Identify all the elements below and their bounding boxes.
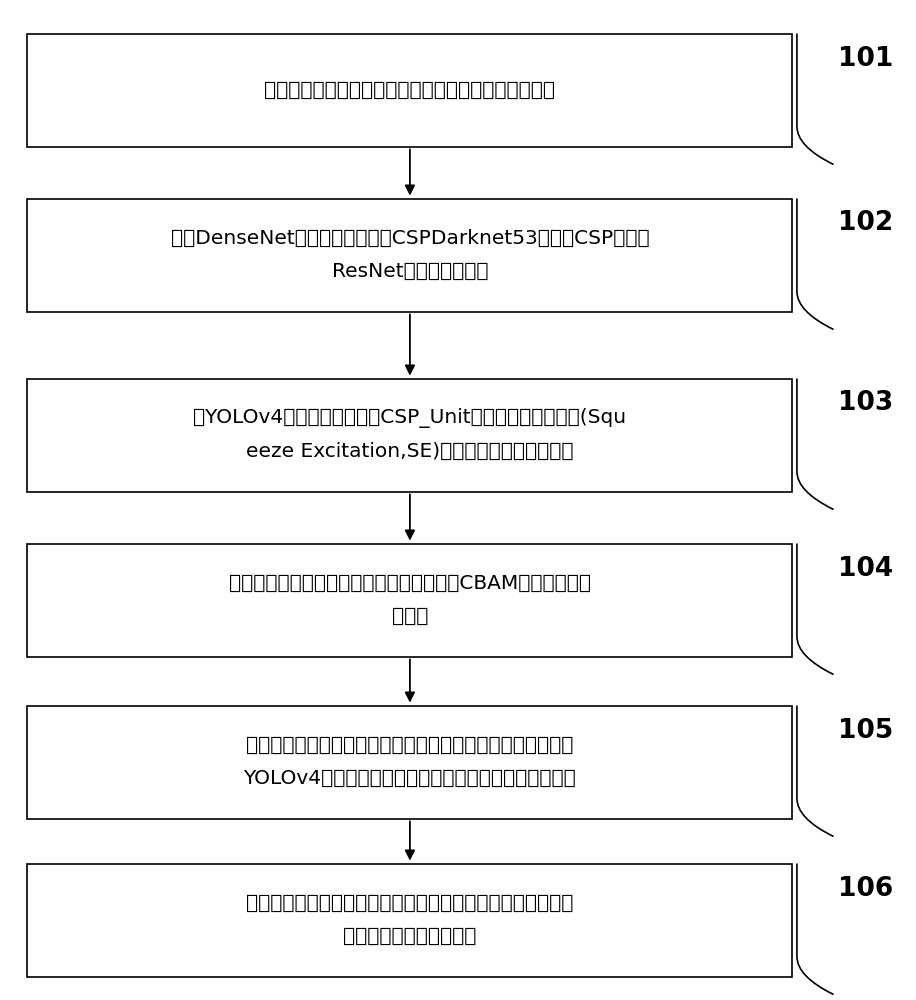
- Text: 104: 104: [838, 556, 893, 582]
- Text: 制备带有标注信息的铁路沿线遥感图像地物检测数据集: 制备带有标注信息的铁路沿线遥感图像地物检测数据集: [265, 81, 555, 100]
- Text: 在输出网络之前引入通道和空间注意力机制CBAM，提高检测的: 在输出网络之前引入通道和空间注意力机制CBAM，提高检测的: [229, 574, 591, 593]
- Text: 利用所述铁路沿线遥感地物目标检测数据集，对所述改进后的: 利用所述铁路沿线遥感地物目标检测数据集，对所述改进后的: [246, 736, 573, 755]
- Text: 使用DenseNet模块代替主干网络CSPDarknet53中部分CSP单元的: 使用DenseNet模块代替主干网络CSPDarknet53中部分CSP单元的: [170, 229, 649, 248]
- Text: 106: 106: [838, 876, 893, 902]
- Bar: [27, 198, 792, 312]
- Text: 准确性: 准确性: [392, 607, 428, 626]
- Text: eeze Excitation,SE)结构增强提取特征的能力: eeze Excitation,SE)结构增强提取特征的能力: [246, 442, 573, 461]
- Text: ResNet块实现特征重用: ResNet块实现特征重用: [332, 262, 488, 281]
- Bar: [27, 706, 792, 818]
- Text: YOLOv4网络结构进行训练，得到训练好的地物检测模型: YOLOv4网络结构进行训练，得到训练好的地物检测模型: [244, 769, 576, 788]
- Bar: [27, 544, 792, 656]
- Bar: [27, 33, 792, 146]
- Text: 将实时获取的铁路沿线遥感地物图像输入到所述训练好的地物: 将实时获取的铁路沿线遥感地物图像输入到所述训练好的地物: [246, 894, 573, 913]
- Text: 检测模型中进行地物检测: 检测模型中进行地物检测: [344, 927, 476, 946]
- Text: 102: 102: [838, 211, 893, 236]
- Text: 105: 105: [838, 718, 893, 744]
- Text: 103: 103: [838, 390, 893, 416]
- Bar: [27, 863, 792, 976]
- Bar: [27, 378, 792, 491]
- Text: 在YOLOv4的骨干网中的每个CSP_Unit中增加一个压缩激励(Squ: 在YOLOv4的骨干网中的每个CSP_Unit中增加一个压缩激励(Squ: [193, 408, 627, 428]
- Text: 101: 101: [838, 45, 893, 72]
